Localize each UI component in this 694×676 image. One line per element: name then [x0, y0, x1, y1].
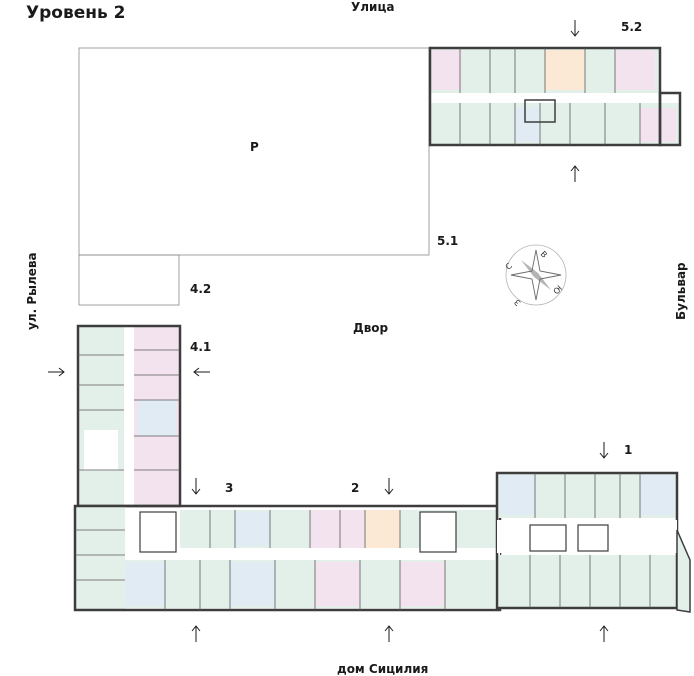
arrow-up-icon: [599, 625, 609, 642]
page-title: Уровень 2: [26, 3, 126, 23]
parking-label: Р: [250, 140, 259, 154]
street-label-right: Бульвар: [674, 262, 688, 320]
arrow-up-icon: [191, 625, 201, 642]
arrow-up-icon: [570, 165, 580, 182]
arrow-down-icon: [384, 478, 394, 495]
arrow-left-icon: [193, 367, 210, 377]
arrow-down-icon: [599, 442, 609, 459]
section-1-block: [495, 471, 691, 613]
arrow-down-icon: [570, 20, 580, 37]
section-label-4-2: 4.2: [190, 282, 212, 296]
courtyard-label: Двор: [353, 321, 389, 335]
street-label-top: Улица: [351, 0, 395, 14]
bottom-wing-block: [73, 504, 502, 612]
arrow-up-icon: [384, 625, 394, 642]
street-label-left: ул. Рылева: [25, 252, 39, 330]
entrance-arrows: [48, 20, 609, 642]
section-4-2-outline: [78, 254, 180, 306]
section-label-1: 1: [624, 443, 633, 457]
section-label-3: 3: [225, 481, 234, 495]
section-5-2-block: [428, 46, 682, 147]
section-4-1-block: [76, 324, 182, 508]
section-label-5-2: 5.2: [621, 20, 643, 34]
arrow-down-icon: [191, 478, 201, 495]
compass-rose-icon: [505, 244, 567, 306]
section-label-4-1: 4.1: [190, 340, 212, 354]
section-label-5-1: 5.1: [437, 234, 459, 248]
street-label-bottom: дом Сицилия: [337, 662, 429, 676]
arrow-right-icon: [48, 367, 65, 377]
section-label-2: 2: [351, 481, 360, 495]
parking-outline: [78, 47, 430, 256]
